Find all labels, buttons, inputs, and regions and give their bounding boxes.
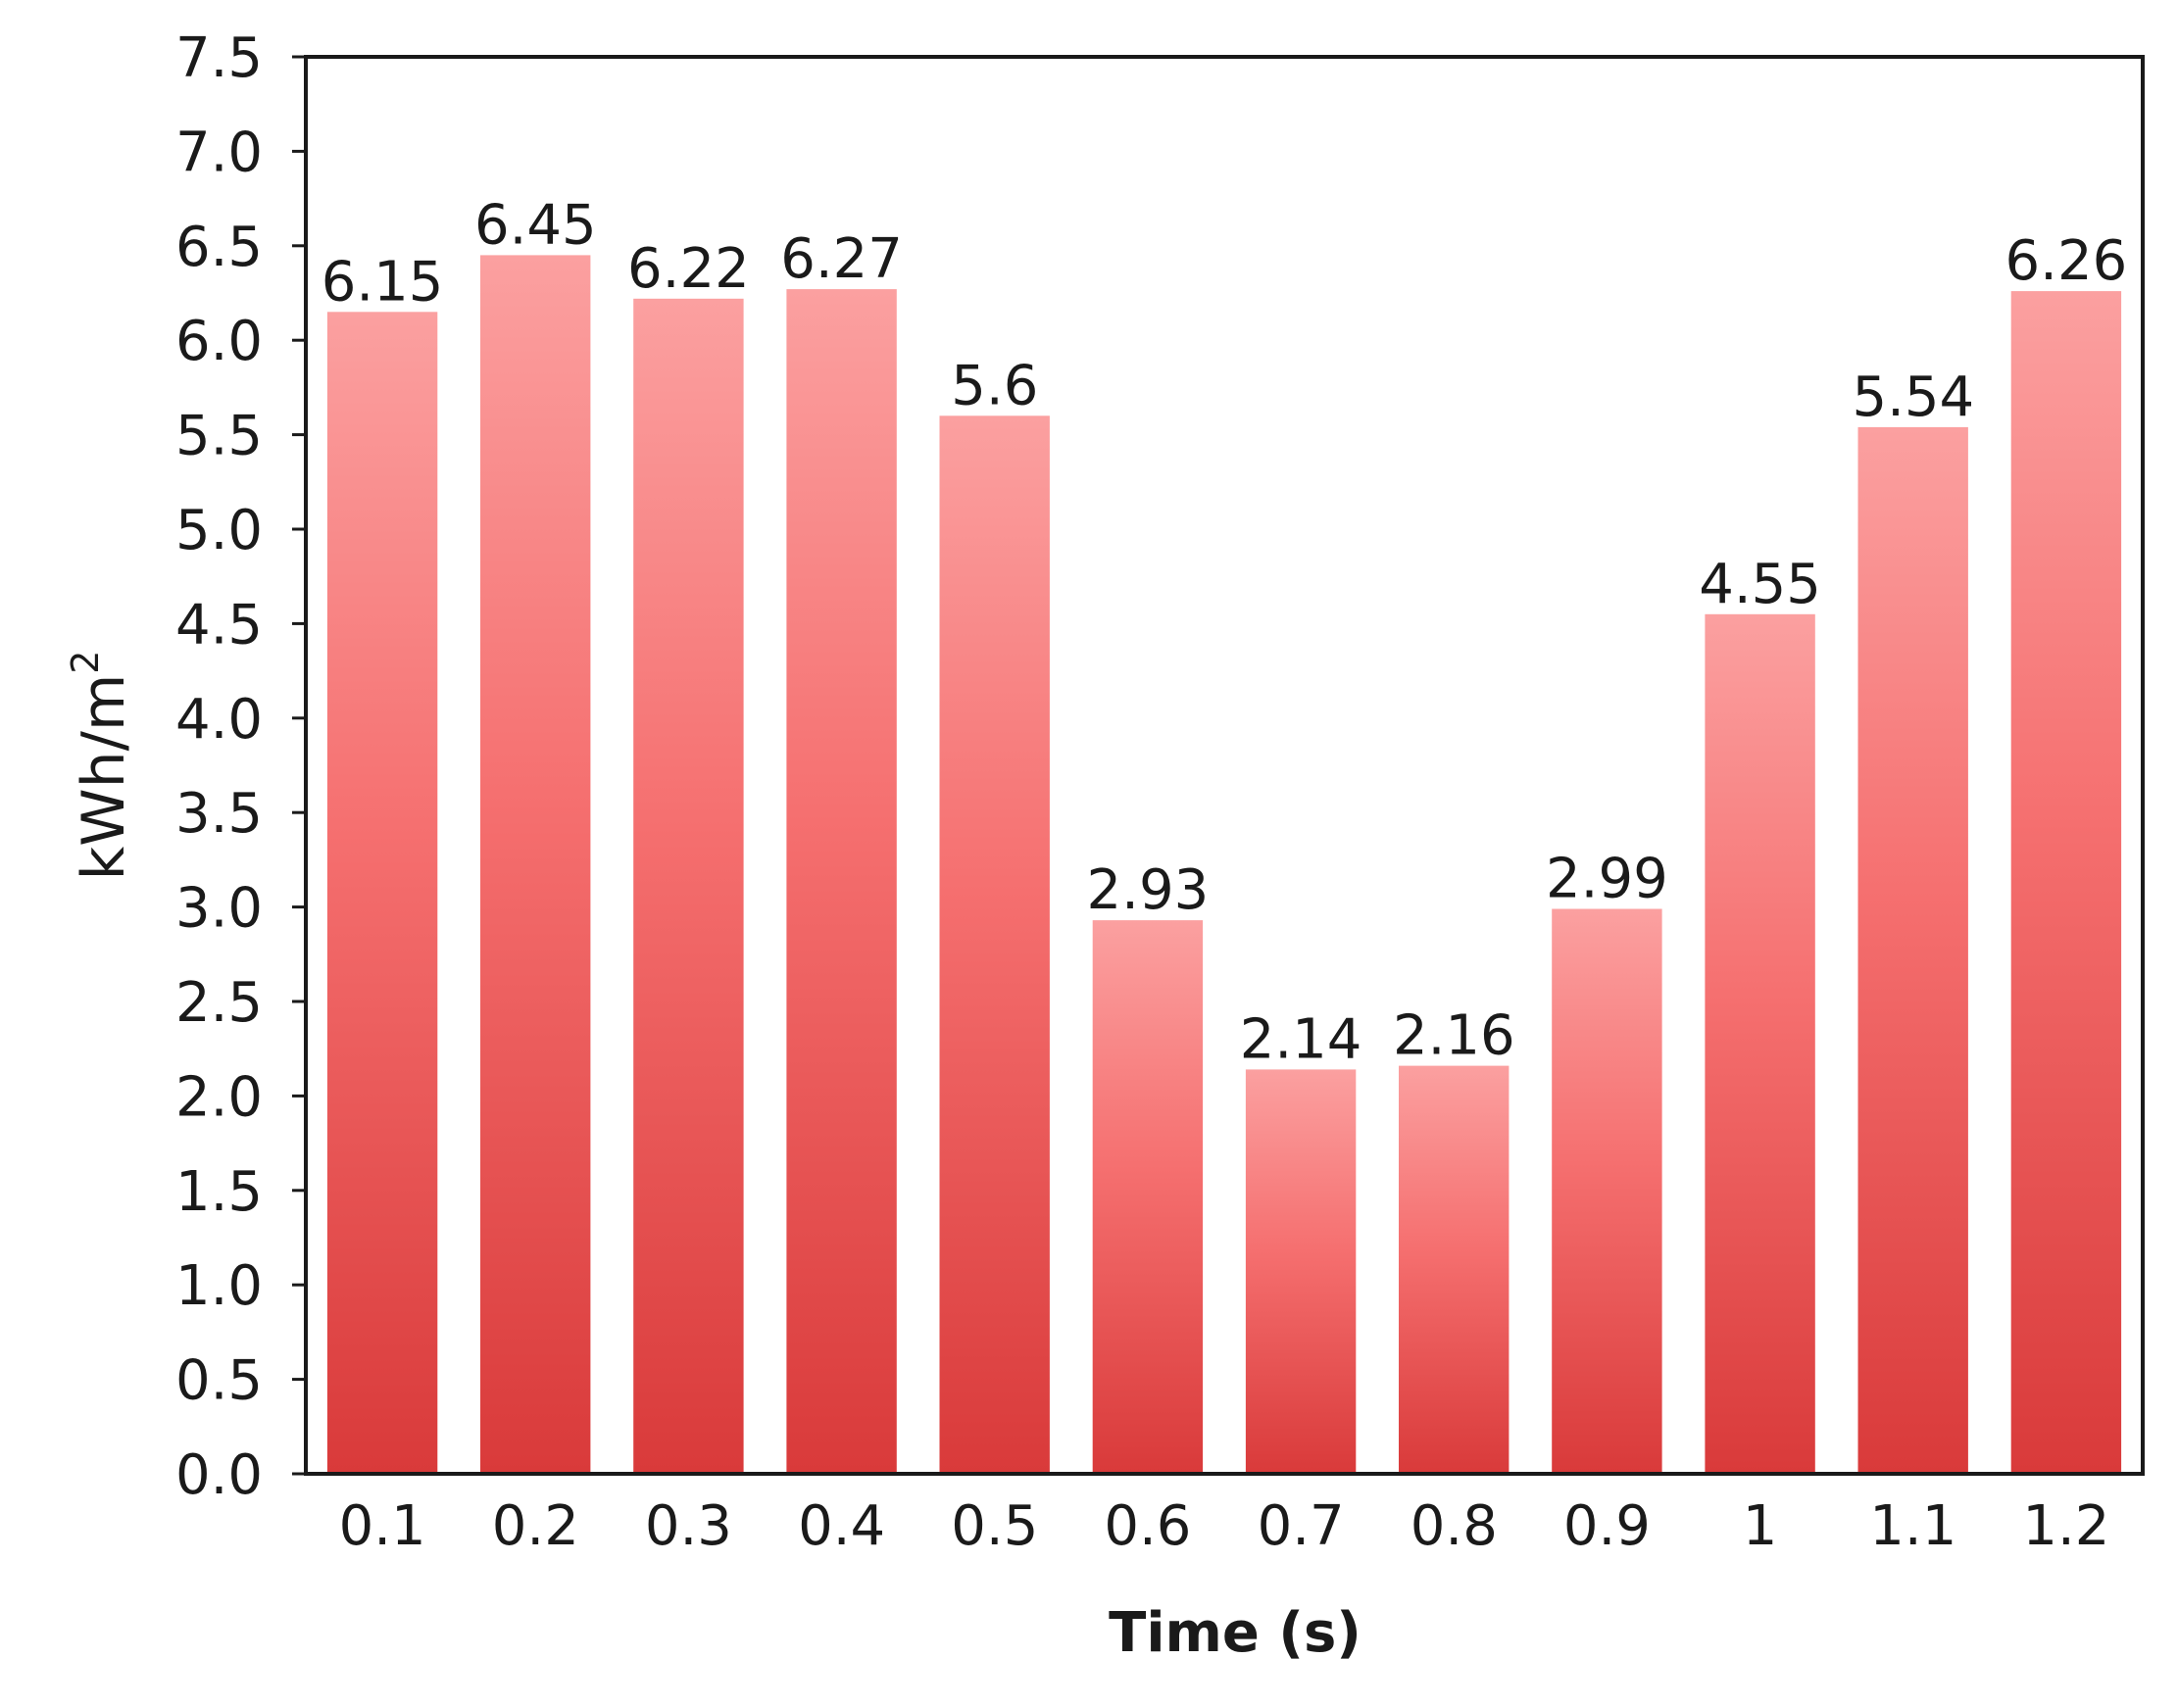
data-label-0.5: 5.6	[951, 354, 1038, 417]
bar-1.2	[2010, 291, 2122, 1475]
y-tick-label-4.0: 4.0	[175, 688, 263, 752]
x-tick-label-1.1: 1.1	[1869, 1494, 1956, 1558]
bar-1.1	[1857, 426, 1968, 1474]
x-tick-label-0.3: 0.3	[645, 1494, 732, 1558]
y-tick-label-0.0: 0.0	[175, 1443, 263, 1507]
bar-0.7	[1245, 1069, 1357, 1474]
y-tick-label-2.0: 2.0	[175, 1065, 263, 1129]
x-tick-label-0.9: 0.9	[1563, 1494, 1651, 1558]
data-label-1: 4.55	[1699, 553, 1821, 616]
bar-0.4	[786, 289, 897, 1475]
data-label-0.4: 6.27	[780, 227, 903, 291]
data-label-0.1: 6.15	[322, 250, 444, 314]
x-tick-label-0.7: 0.7	[1258, 1494, 1345, 1558]
bar-0.3	[633, 298, 744, 1474]
y-tick-label-5.0: 5.0	[175, 499, 263, 562]
bar-0.1	[326, 312, 438, 1474]
bar-0.8	[1399, 1065, 1510, 1474]
bar-0.2	[480, 255, 591, 1474]
x-tick-label-1: 1	[1743, 1494, 1778, 1558]
x-tick-label-0.4: 0.4	[798, 1494, 885, 1558]
x-tick-label-0.2: 0.2	[492, 1494, 579, 1558]
data-label-0.6: 2.93	[1087, 858, 1210, 922]
y-tick-label-2.5: 2.5	[175, 971, 263, 1035]
data-label-0.9: 2.99	[1546, 848, 1668, 911]
y-tick-label-6.5: 6.5	[175, 216, 263, 279]
y-tick-label-7.5: 7.5	[175, 26, 263, 90]
data-label-0.8: 2.16	[1393, 1004, 1515, 1068]
data-label-1.2: 6.26	[2005, 229, 2128, 293]
y-axis-title-superscript: 2	[64, 651, 107, 674]
y-tick-label-7.0: 7.0	[175, 121, 263, 184]
y-axis-title: kWh/m2	[64, 651, 138, 881]
svg-text:kWh/m2: kWh/m2	[64, 651, 138, 881]
y-tick-label-3.5: 3.5	[175, 782, 263, 846]
bar-0.6	[1092, 920, 1204, 1474]
bar-0.9	[1552, 908, 1662, 1474]
x-axis-title: Time (s)	[1109, 1601, 1361, 1665]
y-tick-label-1.0: 1.0	[175, 1254, 263, 1318]
x-tick-label-0.8: 0.8	[1411, 1494, 1498, 1558]
y-tick-label-6.0: 6.0	[175, 310, 263, 373]
y-tick-label-1.5: 1.5	[175, 1160, 263, 1224]
data-label-0.7: 2.14	[1240, 1007, 1362, 1071]
bar-0.5	[939, 415, 1050, 1474]
data-label-0.2: 6.45	[474, 193, 597, 257]
data-labels-layer: 6.15 6.45 6.22 6.27 5.6 2.93 2.14 2.16 2.99 4.55 5…	[322, 193, 2127, 1071]
x-tick-label-0.1: 0.1	[339, 1494, 426, 1558]
data-label-0.3: 6.22	[627, 237, 750, 301]
y-tick-label-4.5: 4.5	[175, 593, 263, 657]
y-tick-label-0.5: 0.5	[175, 1349, 263, 1413]
x-tick-label-0.5: 0.5	[951, 1494, 1038, 1558]
data-label-1.1: 5.54	[1852, 366, 1974, 429]
x-axis-ticks: 0.1 0.2 0.3 0.4 0.5 0.6 0.7 0.8 0.9 1 1.1 1.2	[339, 1494, 2110, 1558]
y-tick-label-5.5: 5.5	[175, 405, 263, 468]
bar-1	[1705, 613, 1815, 1474]
x-tick-label-0.6: 0.6	[1104, 1494, 1191, 1558]
y-axis-title-text: kWh/m	[70, 674, 138, 881]
bars-layer	[326, 255, 2122, 1475]
x-tick-label-1.2: 1.2	[2022, 1494, 2109, 1558]
y-axis-ticks: 0.0 0.5 1.0 1.5 2.0 2.5 3.0 3.5 4.0 4.5 5.0 5.5 6.0 6…	[175, 26, 306, 1507]
y-tick-label-3.0: 3.0	[175, 877, 263, 941]
plot-frame	[304, 55, 2145, 1476]
